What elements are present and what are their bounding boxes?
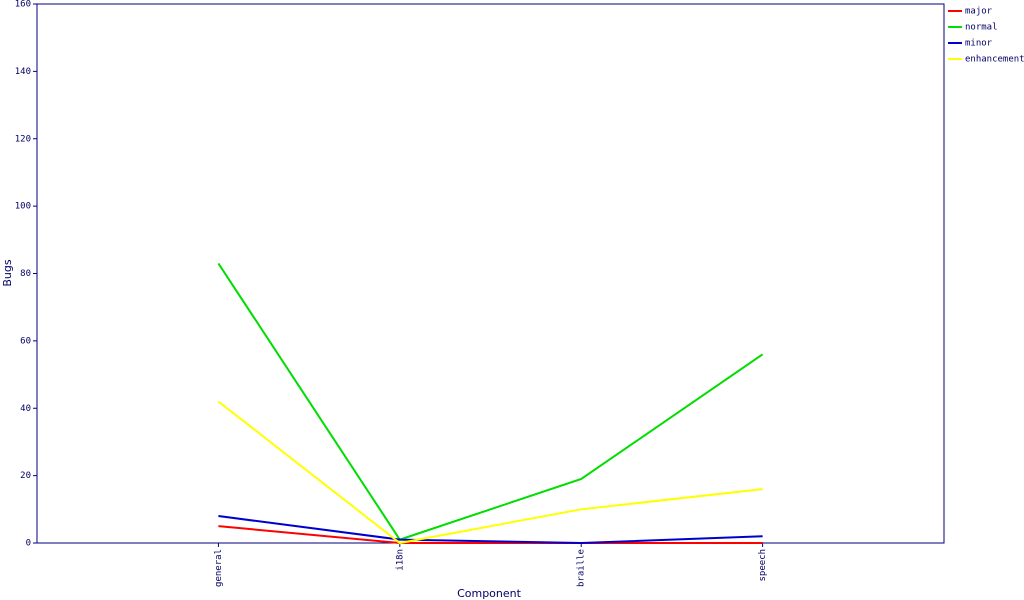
y-tick-label: 160 xyxy=(15,0,31,10)
legend-label: enhancement xyxy=(965,55,1024,65)
y-axis-title: Bugs xyxy=(1,259,14,287)
y-tick-label: 120 xyxy=(15,134,31,144)
x-tick-label: speech xyxy=(758,549,768,582)
legend-label: minor xyxy=(965,39,993,49)
series-line xyxy=(217,262,764,541)
x-tick-label: general xyxy=(214,549,224,587)
x-tick-label: braille xyxy=(577,549,587,587)
y-tick-label: 80 xyxy=(20,269,31,279)
plot-frame xyxy=(36,3,945,544)
y-tick-label: 140 xyxy=(15,67,31,77)
y-tick-label: 60 xyxy=(20,336,31,346)
y-tick-label: 40 xyxy=(20,404,31,414)
y-tick-label: 0 xyxy=(26,539,31,549)
series-line xyxy=(218,525,763,544)
x-tick-label: i18n xyxy=(395,549,405,571)
series-line xyxy=(218,515,763,545)
legend-label: major xyxy=(965,7,993,17)
y-tick-label: 20 xyxy=(20,471,31,481)
y-tick-label: 100 xyxy=(15,202,31,212)
series-line xyxy=(217,400,763,545)
legend-label: normal xyxy=(965,23,998,33)
x-axis-title: Component xyxy=(457,587,522,600)
